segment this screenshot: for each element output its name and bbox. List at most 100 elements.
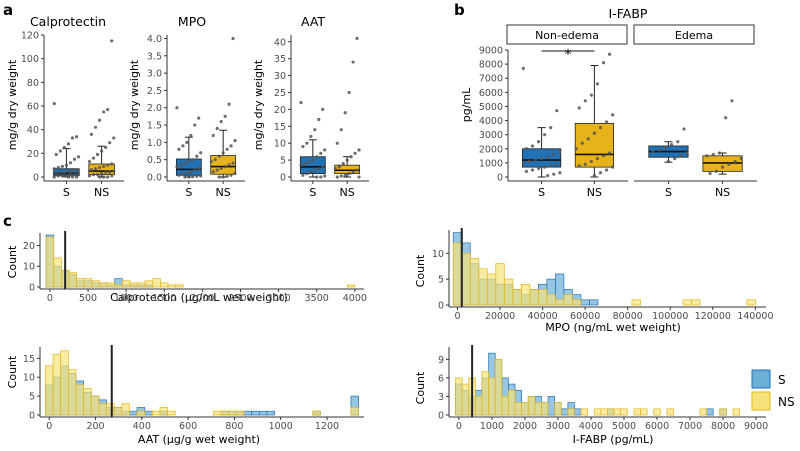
hist-bar-ns xyxy=(572,299,582,306)
hist-bar-s xyxy=(266,410,275,416)
hist-bar-ns xyxy=(228,410,237,416)
data-point xyxy=(337,165,341,169)
hist-bar-ns xyxy=(137,282,146,288)
data-point xyxy=(187,159,191,164)
hist-bar-s xyxy=(144,410,153,416)
x-tick-label: 2000 xyxy=(513,421,537,432)
hist-bar-ns xyxy=(167,284,177,288)
legend-label: NS xyxy=(778,395,795,409)
data-point xyxy=(76,155,81,159)
data-point xyxy=(315,175,319,179)
y-tick-label: 0 xyxy=(280,173,286,184)
data-point xyxy=(355,36,359,40)
histogram-hist_mpo: 0 5 10 0 20000 40000 60000 80000 100000 120000 140… xyxy=(432,228,773,322)
x-tick-label: S xyxy=(665,186,672,199)
data-point xyxy=(70,169,75,173)
hist-bar-ns xyxy=(475,396,483,416)
data-point xyxy=(215,126,219,131)
data-point xyxy=(315,155,319,159)
data-point xyxy=(191,175,195,179)
hist-bar-ns xyxy=(213,410,222,416)
hist-bar-ns xyxy=(607,408,615,416)
hist-bar-ns xyxy=(520,283,531,306)
hist-bar-ns xyxy=(75,384,84,416)
facet-label: Edema xyxy=(675,29,713,42)
x-tick-label: 500 xyxy=(79,293,97,304)
x-tick-label: 5000 xyxy=(612,421,636,432)
y-tick-label: 3000 xyxy=(479,130,503,141)
x-tick-label: 1000 xyxy=(480,421,504,432)
hist-bar-ns xyxy=(481,371,489,416)
data-point xyxy=(546,155,550,159)
hist-bar-ns xyxy=(106,282,116,288)
data-point xyxy=(76,171,81,176)
data-point xyxy=(558,171,562,175)
data-point xyxy=(229,144,233,148)
data-point xyxy=(185,171,189,176)
data-point xyxy=(313,128,317,132)
hist-bar-ns xyxy=(732,408,740,416)
x-tick-label: 1200 xyxy=(315,421,339,432)
data-point xyxy=(74,168,79,172)
data-point xyxy=(175,165,179,169)
hist-bar-ns xyxy=(501,396,509,416)
data-point xyxy=(673,157,677,161)
y-tick-label: 2000 xyxy=(479,144,503,155)
data-point xyxy=(225,174,229,178)
data-point xyxy=(598,171,603,175)
data-point xyxy=(100,149,104,153)
plot-title: AAT xyxy=(301,14,325,29)
hist-mpo: MPO (ng/mL wet weight) Count xyxy=(414,254,681,334)
data-point xyxy=(558,150,562,154)
y-tick-label: 5 xyxy=(280,156,286,167)
y-tick-label: 0 xyxy=(29,283,35,294)
data-point xyxy=(62,170,66,174)
hist-bar-ns xyxy=(563,294,573,306)
data-point xyxy=(191,158,195,162)
hist-ifabp: I-FABP (pg/mL) Count xyxy=(414,371,653,446)
y-tick-label: 0 xyxy=(438,301,444,312)
data-point xyxy=(727,162,731,166)
data-point xyxy=(112,136,116,140)
hist-bar-s xyxy=(574,408,582,416)
hist-bar-ns xyxy=(521,402,529,416)
hist-bar-ns xyxy=(631,299,641,306)
hist-bar-ns xyxy=(76,278,85,288)
data-point xyxy=(592,173,597,178)
hist-bar-s xyxy=(580,299,590,306)
data-point xyxy=(193,123,197,127)
data-point xyxy=(52,102,56,106)
hist-bar-ns xyxy=(452,242,463,306)
x-tick-label: 3000 xyxy=(267,293,291,304)
data-point xyxy=(56,165,60,170)
data-point xyxy=(91,173,96,177)
x-tick-label: S xyxy=(309,186,316,199)
hist-bar-ns xyxy=(68,272,77,288)
data-point xyxy=(669,142,674,147)
x-tick-label: 9000 xyxy=(744,421,768,432)
data-point xyxy=(592,131,597,135)
x-tick-label: 1000 xyxy=(114,293,138,304)
data-point xyxy=(604,168,609,172)
y-tick-label: 5 xyxy=(438,275,444,286)
data-point xyxy=(319,151,323,155)
x-tick-label: 0 xyxy=(456,421,462,432)
x-tick-label: 1500 xyxy=(152,293,176,304)
data-point xyxy=(355,168,359,172)
data-point xyxy=(58,149,62,153)
y-tick-label: 1.0 xyxy=(147,138,162,149)
data-point xyxy=(66,142,71,146)
data-point xyxy=(595,157,600,161)
y-tick-label: 7000 xyxy=(479,74,503,85)
hist-bar-ns xyxy=(538,289,548,306)
data-point xyxy=(64,163,68,167)
data-point xyxy=(66,175,71,179)
data-point xyxy=(301,173,305,177)
x-tick-label: 2000 xyxy=(190,293,214,304)
hist-bar-ns xyxy=(144,280,154,288)
data-point xyxy=(317,166,321,171)
data-point xyxy=(217,154,221,158)
data-point xyxy=(717,151,722,155)
data-point xyxy=(724,116,728,120)
